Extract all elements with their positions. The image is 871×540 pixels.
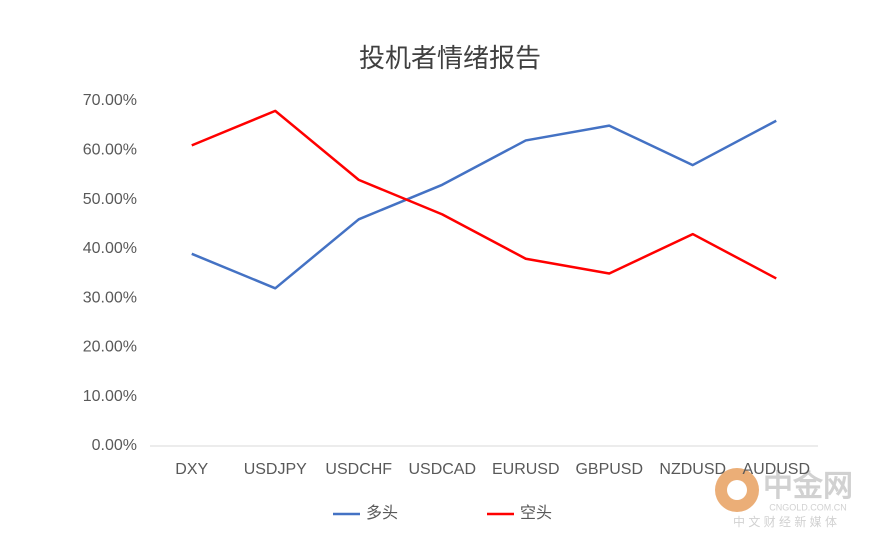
x-tick-label: DXY [175,461,208,478]
legend-label: 多头 [366,504,398,522]
series-line [191,119,777,290]
y-tick-label: 70.00% [83,92,137,109]
watermark-name: 中金网 [763,469,853,503]
x-tick-label: USDJPY [244,461,307,478]
watermark: 中金网 CNGOLD.COM.CN 中 文 财 经 新 媒 体 [715,468,853,529]
y-tick-label: 40.00% [83,240,137,257]
x-tick-label: USDCHF [325,461,392,478]
x-tick-label: AUDUSD [742,461,810,478]
x-tick-label: NZDUSD [659,461,726,478]
x-tick-label: GBPUSD [575,461,643,478]
y-tick-label: 20.00% [83,339,137,356]
y-tick-label: 0.00% [92,437,137,454]
legend-label: 空头 [520,504,552,522]
series-line [191,109,777,280]
y-tick-label: 60.00% [83,142,137,159]
watermark-tagline: 中 文 财 经 新 媒 体 [733,514,837,529]
y-tick-label: 30.00% [83,289,137,306]
x-tick-label: USDCAD [408,461,476,478]
watermark-site: CNGOLD.COM.CN [769,502,847,512]
watermark-logo [727,480,747,500]
y-tick-label: 50.00% [83,191,137,208]
chart-title: 投机者情绪报告 [359,43,541,73]
y-tick-label: 10.00% [83,388,137,405]
x-tick-label: EURUSD [492,461,560,478]
